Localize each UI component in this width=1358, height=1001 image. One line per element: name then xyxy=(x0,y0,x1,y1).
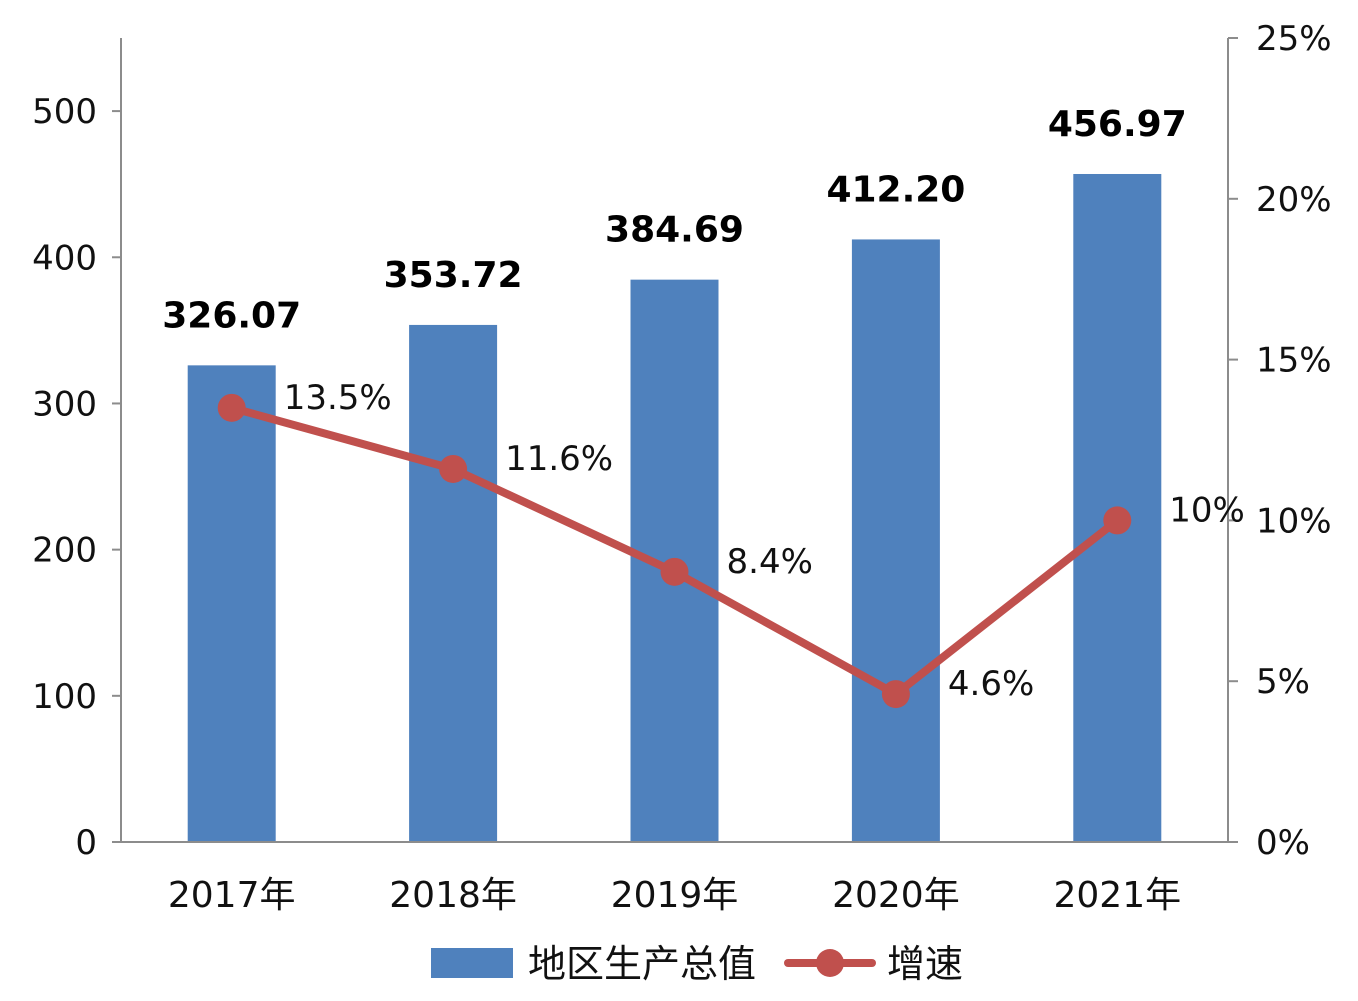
y-left-tick-label: 0 xyxy=(75,823,97,863)
legend-label-growth: 增速 xyxy=(887,942,963,986)
bar-value-label: 412.20 xyxy=(826,169,965,210)
bar-2020年 xyxy=(851,239,940,843)
growth-point-2019年 xyxy=(660,557,689,586)
legend-label-gdp: 地区生产总值 xyxy=(528,942,756,986)
growth-point-2021年 xyxy=(1103,506,1132,535)
bar-2017年 xyxy=(187,365,276,842)
bar-value-label: 456.97 xyxy=(1048,104,1187,145)
growth-point-2017年 xyxy=(217,393,246,422)
growth-value-label: 8.4% xyxy=(727,542,813,582)
x-tick-label: 2019年 xyxy=(611,875,739,916)
x-tick-label: 2021年 xyxy=(1053,875,1181,916)
y-right-tick-label: 20% xyxy=(1256,180,1332,220)
x-tick-label: 2020年 xyxy=(832,875,960,916)
growth-value-label: 4.6% xyxy=(948,664,1034,704)
line-series-group xyxy=(217,393,1132,709)
bar-value-label: 353.72 xyxy=(384,255,523,296)
y-right-tick-label: 5% xyxy=(1256,662,1310,702)
bar-value-label: 326.07 xyxy=(162,295,301,336)
y-right-tick-label: 10% xyxy=(1256,501,1332,541)
legend: 地区生产总值 增速 xyxy=(431,942,963,986)
y-right-tick-label: 0% xyxy=(1256,823,1310,863)
growth-value-label: 10% xyxy=(1169,490,1245,530)
y-left-tick-label: 400 xyxy=(32,238,97,278)
growth-point-2020年 xyxy=(881,680,910,709)
bar-series-group xyxy=(187,173,1162,843)
y-right-tick-label: 15% xyxy=(1256,341,1332,381)
growth-value-label: 13.5% xyxy=(284,378,392,418)
growth-value-label: 11.6% xyxy=(505,439,613,479)
bar-2018年 xyxy=(409,324,498,842)
y-left-tick-label: 500 xyxy=(32,92,97,132)
legend-line-dot xyxy=(816,949,844,977)
labels-group: 326.07 353.72 384.69 412.20 456.97 13.5% 11.6%… xyxy=(162,104,1245,704)
growth-point-2018年 xyxy=(439,454,468,483)
y-right-tick-label: 25% xyxy=(1256,19,1332,59)
y-left-tick-label: 200 xyxy=(32,531,97,571)
axes-group: 0 100 200 300 400 500 0% 5% 10% 15% 20% 25% 2017年 201… xyxy=(32,19,1331,916)
x-tick-label: 2018年 xyxy=(389,875,517,916)
x-tick-label: 2017年 xyxy=(168,875,296,916)
y-left-tick-label: 300 xyxy=(32,384,97,424)
legend-bar-swatch xyxy=(431,948,513,978)
y-left-tick-label: 100 xyxy=(32,677,97,717)
bar-value-label: 384.69 xyxy=(605,210,744,251)
